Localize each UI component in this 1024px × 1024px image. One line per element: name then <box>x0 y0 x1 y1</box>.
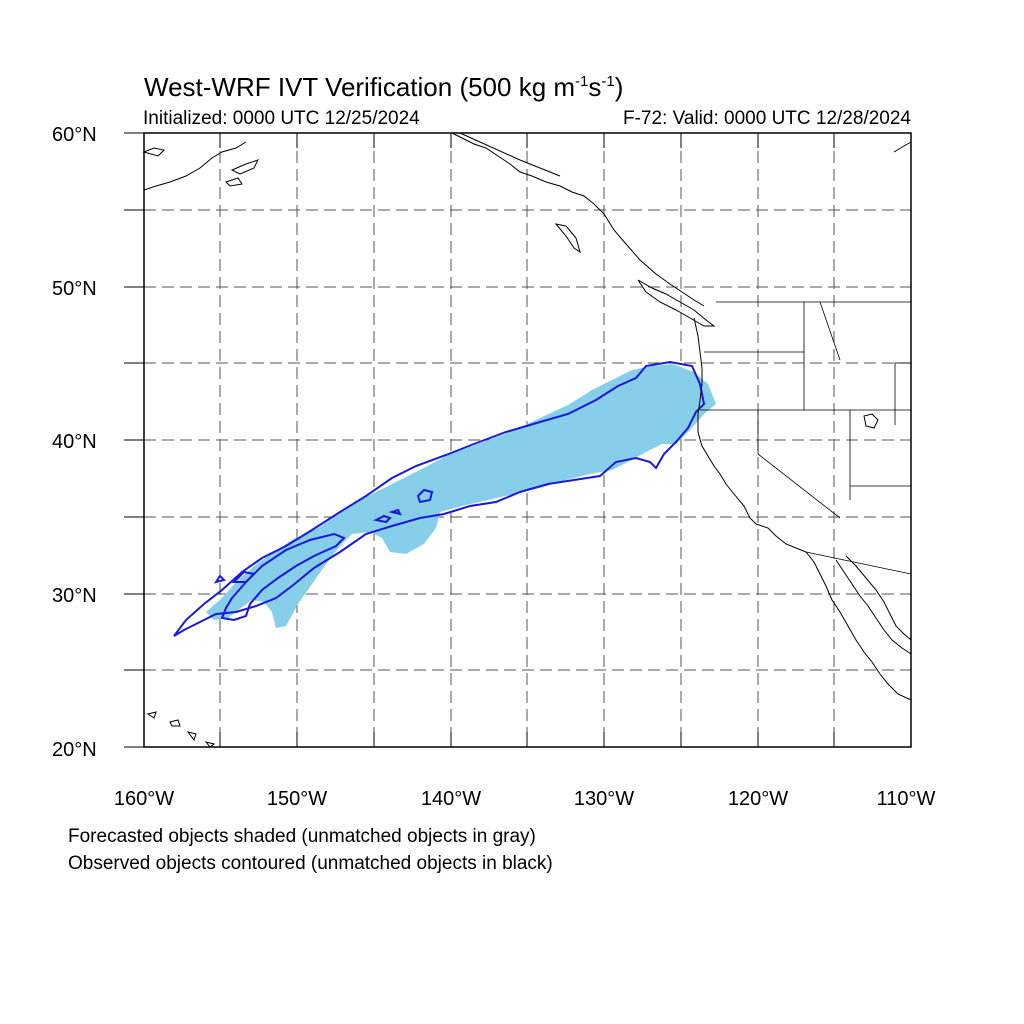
lat-label-40n: 40°N <box>52 431 97 453</box>
great-salt-lake <box>863 413 879 429</box>
title-main: West-WRF IVT Verification (500 kg m <box>144 72 576 102</box>
grid-lines <box>144 133 911 747</box>
footnote-observed: Observed objects contoured (unmatched ob… <box>68 853 553 874</box>
lon-label-120w: 120°W <box>728 788 788 810</box>
observed-contour-south-branch <box>220 532 346 622</box>
lat-label-20n: 20°N <box>52 739 97 761</box>
lat-label-50n: 50°N <box>52 278 97 300</box>
observed-contour-small-3 <box>416 488 434 504</box>
hawaii-island-2 <box>169 719 181 727</box>
lon-label-160w: 160°W <box>114 788 174 810</box>
state-borders <box>700 301 912 575</box>
lon-label-140w: 140°W <box>421 788 481 810</box>
chart-title: West-WRF IVT Verification (500 kg m-1s-1… <box>144 72 623 103</box>
baja-gulf-side <box>835 559 912 655</box>
border-id-mt <box>819 301 841 361</box>
gulf-of-alaska-coast <box>451 132 705 307</box>
baja-california-coast <box>805 551 912 701</box>
mexico-mainland-coast <box>845 555 912 641</box>
observed-contours <box>173 360 706 637</box>
initialized-time: Initialized: 0000 UTC 12/25/2024 <box>143 108 420 129</box>
lon-label-150w: 150°W <box>267 788 327 810</box>
canada-border-line <box>459 132 561 177</box>
observed-contour-small-5 <box>388 508 402 516</box>
hawaii-island-4 <box>204 741 216 748</box>
border-ca-nv-diagonal <box>757 453 841 519</box>
valid-time: F-72: Valid: 0000 UTC 12/28/2024 <box>623 108 911 129</box>
alaska-island-2 <box>230 159 259 175</box>
observed-contour-small-1 <box>231 570 257 583</box>
observed-contour-main <box>173 360 706 637</box>
lon-label-130w: 130°W <box>574 788 634 810</box>
footnote-forecast: Forecasted objects shaded (unmatched obj… <box>68 826 536 847</box>
lat-label-60n: 60°N <box>52 124 97 146</box>
alaska-peninsula-coast <box>143 141 247 191</box>
alaska-island-1 <box>142 147 166 157</box>
coastline <box>142 132 912 748</box>
border-us-mexico <box>805 551 912 575</box>
title-end: ) <box>614 72 624 102</box>
observed-contour-small-4 <box>372 514 392 524</box>
lat-label-30n: 30°N <box>52 585 97 607</box>
vancouver-island <box>637 279 716 327</box>
hawaii-island-3 <box>186 731 197 742</box>
lon-label-110w: 110°W <box>877 788 936 810</box>
us-west-coast <box>693 317 807 553</box>
tick-marks <box>124 132 835 748</box>
ne-alaska-coast <box>893 141 912 153</box>
alaska-island-3 <box>225 177 243 187</box>
hawaii-island-1 <box>146 711 157 719</box>
observed-contour-small-2 <box>213 574 226 584</box>
haida-gwaii <box>554 223 581 254</box>
title-sup-1: -1 <box>575 73 589 90</box>
title-mid: s <box>588 72 602 102</box>
forecast-object-shaded <box>206 364 716 628</box>
title-sup-2: -1 <box>601 73 615 90</box>
